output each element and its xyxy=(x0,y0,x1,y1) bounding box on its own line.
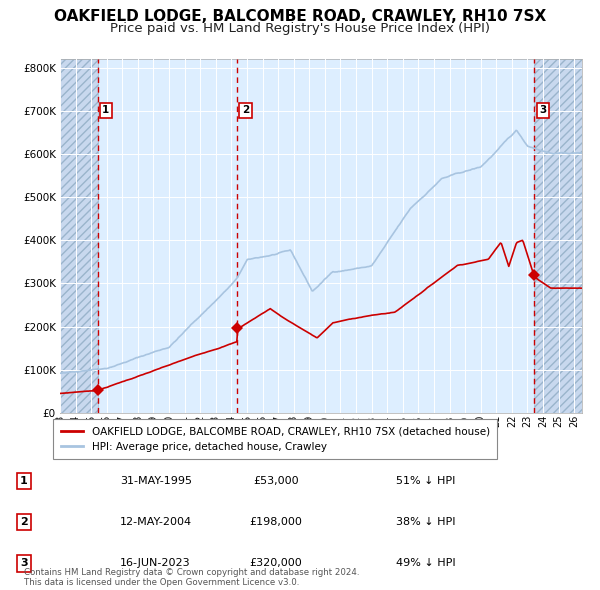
Text: 3: 3 xyxy=(539,106,547,115)
Text: OAKFIELD LODGE, BALCOMBE ROAD, CRAWLEY, RH10 7SX: OAKFIELD LODGE, BALCOMBE ROAD, CRAWLEY, … xyxy=(54,9,546,24)
Text: 38% ↓ HPI: 38% ↓ HPI xyxy=(396,517,455,527)
Text: 2: 2 xyxy=(20,517,28,527)
Text: 51% ↓ HPI: 51% ↓ HPI xyxy=(396,476,455,486)
Text: 49% ↓ HPI: 49% ↓ HPI xyxy=(396,559,455,568)
Text: 1: 1 xyxy=(20,476,28,486)
Text: £53,000: £53,000 xyxy=(253,476,299,486)
Text: Price paid vs. HM Land Registry's House Price Index (HPI): Price paid vs. HM Land Registry's House … xyxy=(110,22,490,35)
Text: 12-MAY-2004: 12-MAY-2004 xyxy=(120,517,192,527)
Text: £198,000: £198,000 xyxy=(250,517,302,527)
Bar xyxy=(535,59,582,413)
Text: 2: 2 xyxy=(242,106,249,115)
Bar xyxy=(60,59,98,413)
Text: 3: 3 xyxy=(20,559,28,568)
Text: 1: 1 xyxy=(102,106,109,115)
Legend: OAKFIELD LODGE, BALCOMBE ROAD, CRAWLEY, RH10 7SX (detached house), HPI: Average : OAKFIELD LODGE, BALCOMBE ROAD, CRAWLEY, … xyxy=(53,419,497,459)
Text: 31-MAY-1995: 31-MAY-1995 xyxy=(120,476,192,486)
Text: £320,000: £320,000 xyxy=(250,559,302,568)
Text: Contains HM Land Registry data © Crown copyright and database right 2024.
This d: Contains HM Land Registry data © Crown c… xyxy=(24,568,359,587)
Text: 16-JUN-2023: 16-JUN-2023 xyxy=(120,559,191,568)
